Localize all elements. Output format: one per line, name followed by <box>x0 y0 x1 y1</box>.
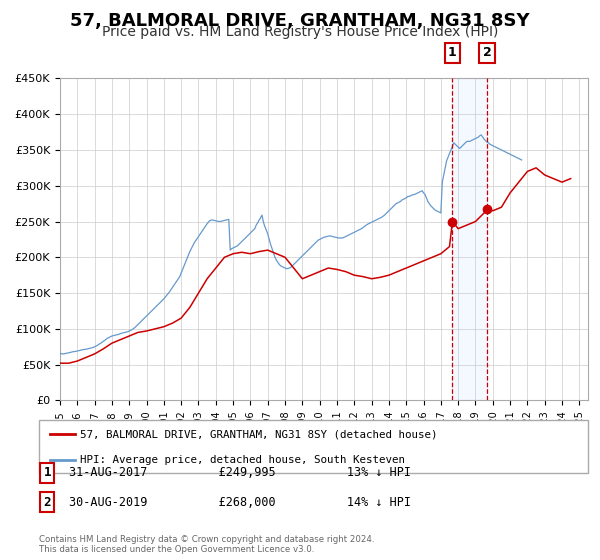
FancyBboxPatch shape <box>39 420 588 473</box>
FancyBboxPatch shape <box>40 492 55 512</box>
Text: 30-AUG-2019          £268,000          14% ↓ HPI: 30-AUG-2019 £268,000 14% ↓ HPI <box>69 496 411 509</box>
Bar <box>452 78 487 400</box>
Text: Contains HM Land Registry data © Crown copyright and database right 2024.: Contains HM Land Registry data © Crown c… <box>39 535 374 544</box>
Text: 2: 2 <box>482 46 491 59</box>
Text: Price paid vs. HM Land Registry's House Price Index (HPI): Price paid vs. HM Land Registry's House … <box>102 25 498 39</box>
Text: HPI: Average price, detached house, South Kesteven: HPI: Average price, detached house, Sout… <box>80 455 405 465</box>
Text: 57, BALMORAL DRIVE, GRANTHAM, NG31 8SY (detached house): 57, BALMORAL DRIVE, GRANTHAM, NG31 8SY (… <box>80 430 437 440</box>
Text: 57, BALMORAL DRIVE, GRANTHAM, NG31 8SY: 57, BALMORAL DRIVE, GRANTHAM, NG31 8SY <box>70 12 530 30</box>
Text: 31-AUG-2017          £249,995          13% ↓ HPI: 31-AUG-2017 £249,995 13% ↓ HPI <box>69 466 411 479</box>
Text: 1: 1 <box>44 466 51 479</box>
Text: 1: 1 <box>448 46 457 59</box>
FancyBboxPatch shape <box>40 463 55 483</box>
Text: 2: 2 <box>44 496 51 509</box>
Text: This data is licensed under the Open Government Licence v3.0.: This data is licensed under the Open Gov… <box>39 545 314 554</box>
